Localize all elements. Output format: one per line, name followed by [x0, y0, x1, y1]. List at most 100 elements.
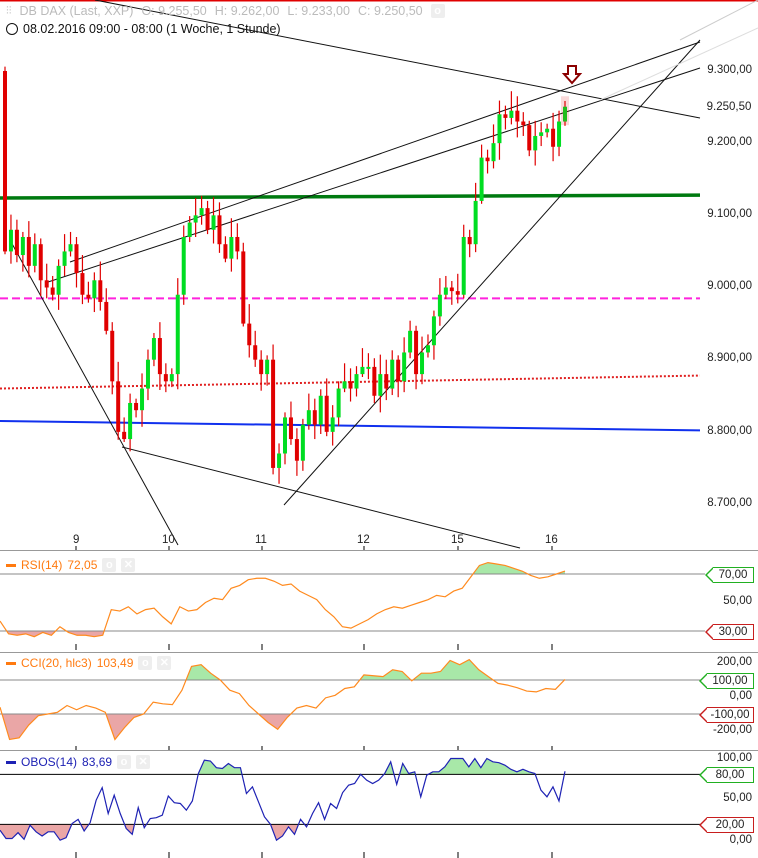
candle-body[interactable]: [312, 410, 317, 425]
candle-body[interactable]: [283, 417, 287, 454]
candle-body[interactable]: [122, 431, 127, 440]
candle-body[interactable]: [515, 110, 520, 122]
candle-body[interactable]: [50, 287, 55, 295]
candle-body[interactable]: [324, 395, 329, 432]
candle-body[interactable]: [44, 280, 49, 288]
candle-body[interactable]: [92, 280, 97, 299]
candle-body[interactable]: [354, 374, 359, 389]
candle-body[interactable]: [288, 417, 293, 440]
candle-body[interactable]: [3, 71, 7, 252]
candle-body[interactable]: [181, 236, 186, 295]
candle-body[interactable]: [497, 114, 502, 144]
candle-body[interactable]: [545, 128, 550, 133]
candle-body[interactable]: [491, 143, 496, 162]
candle-body[interactable]: [38, 244, 43, 281]
candle-body[interactable]: [479, 157, 484, 201]
candle-body[interactable]: [509, 110, 514, 118]
indicator-settings-icon[interactable]: ⫶⫶: [6, 4, 12, 17]
candle-body[interactable]: [557, 121, 562, 147]
candle-body[interactable]: [330, 417, 335, 432]
candle-body[interactable]: [223, 244, 228, 259]
candle-body[interactable]: [402, 352, 407, 382]
candle-body[interactable]: [128, 402, 133, 440]
candle-body[interactable]: [68, 244, 73, 252]
candle-body[interactable]: [449, 287, 454, 292]
obos-settings-button[interactable]: o: [117, 755, 132, 769]
candle-body[interactable]: [32, 244, 37, 266]
candle-body[interactable]: [74, 244, 79, 274]
candle-body[interactable]: [205, 208, 210, 230]
candle-body[interactable]: [336, 388, 341, 418]
candle-body[interactable]: [26, 236, 31, 266]
settings-button[interactable]: o: [430, 4, 445, 18]
candle-body[interactable]: [437, 294, 442, 317]
candle-body[interactable]: [211, 215, 216, 230]
candle-body[interactable]: [420, 352, 425, 375]
candle-body[interactable]: [217, 215, 222, 245]
price-level-line[interactable]: [0, 420, 701, 432]
candle-body[interactable]: [443, 287, 448, 295]
rsi-close-button[interactable]: ✕: [121, 558, 136, 572]
obos-close-button[interactable]: ✕: [136, 755, 151, 769]
candle-body[interactable]: [157, 338, 162, 375]
candle-body[interactable]: [199, 208, 204, 216]
candle-body[interactable]: [318, 395, 323, 425]
candle-body[interactable]: [473, 200, 478, 245]
candle-body[interactable]: [247, 323, 252, 346]
candle-body[interactable]: [56, 265, 61, 295]
candle-body[interactable]: [62, 251, 67, 266]
candle-body[interactable]: [521, 121, 526, 126]
rsi-settings-button[interactable]: o: [102, 558, 117, 572]
candle-body[interactable]: [229, 236, 234, 259]
candle-body[interactable]: [366, 366, 371, 369]
candle-body[interactable]: [372, 366, 377, 396]
candle-body[interactable]: [539, 132, 544, 136]
candle-body[interactable]: [104, 301, 109, 331]
candle-body[interactable]: [503, 114, 508, 118]
candle-body[interactable]: [151, 338, 156, 360]
candle-body[interactable]: [86, 294, 91, 299]
candle-body[interactable]: [235, 236, 240, 252]
cci-settings-button[interactable]: o: [138, 656, 153, 670]
candle-body[interactable]: [169, 374, 174, 382]
candle-body[interactable]: [551, 128, 556, 147]
candle-body[interactable]: [193, 215, 198, 223]
candle-body[interactable]: [163, 374, 168, 382]
candle-body[interactable]: [98, 280, 103, 302]
candle-body[interactable]: [527, 125, 532, 151]
candle-body[interactable]: [175, 294, 180, 375]
candle-body[interactable]: [110, 330, 115, 382]
candle-body[interactable]: [187, 222, 192, 237]
candle-body[interactable]: [378, 374, 383, 396]
price-level-line[interactable]: [0, 193, 701, 200]
candle-body[interactable]: [80, 273, 85, 295]
candle-body[interactable]: [342, 381, 347, 389]
candle-body[interactable]: [116, 381, 121, 432]
candle-body[interactable]: [265, 359, 270, 375]
candle-body[interactable]: [271, 359, 276, 468]
candle-body[interactable]: [396, 359, 401, 382]
candle-body[interactable]: [455, 291, 460, 295]
candle-body[interactable]: [306, 410, 311, 425]
candle-body[interactable]: [134, 402, 139, 411]
candle-body[interactable]: [467, 236, 472, 245]
candle-body[interactable]: [390, 359, 395, 389]
candle-body[interactable]: [408, 330, 413, 353]
trendlines[interactable]: [9, 0, 758, 549]
candle-body[interactable]: [533, 135, 538, 151]
candle-body[interactable]: [384, 374, 389, 389]
candle-body[interactable]: [241, 251, 246, 324]
candle-body[interactable]: [563, 106, 567, 122]
candle-body[interactable]: [300, 424, 305, 461]
candle-body[interactable]: [431, 316, 436, 346]
candle-body[interactable]: [14, 229, 19, 256]
candle-body[interactable]: [20, 236, 25, 256]
candle-body[interactable]: [485, 157, 490, 162]
candle-body[interactable]: [461, 236, 466, 295]
candle-body[interactable]: [360, 366, 365, 375]
candle-body[interactable]: [140, 388, 145, 411]
candle-body[interactable]: [253, 345, 258, 360]
candle-body[interactable]: [414, 330, 419, 375]
candle-body[interactable]: [348, 381, 353, 389]
candle-body[interactable]: [425, 345, 430, 353]
